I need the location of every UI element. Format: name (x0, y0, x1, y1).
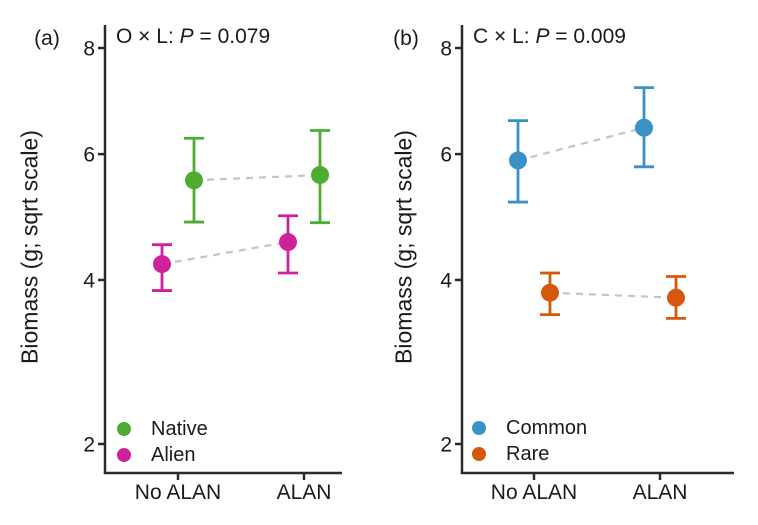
trend-line-rare (549, 291, 677, 299)
panel-b-legend: Common Rare (472, 415, 587, 467)
trend-line-alien (161, 240, 289, 266)
point-alien-no-alan (153, 255, 171, 274)
point-native-no-alan (185, 171, 203, 190)
panel-b-marks: 8 6 4 2 No ALAN ALAN (440, 25, 734, 504)
legend-label-rare: Rare (506, 443, 550, 465)
panel-a-annotation-pvalue-symbol: P (179, 25, 194, 48)
panel-a-y-axis-title: Biomass (g; sqrt scale) (16, 130, 43, 364)
panel-a-tag: (a) (34, 27, 60, 50)
y-axis-tick-label: 4 (440, 269, 452, 292)
panel-b-annotation: C × L: P = 0.009 (473, 25, 626, 49)
x-axis-tick-label-no-alan: No ALAN (135, 481, 221, 504)
panel-b-y-axis-title: Biomass (g; sqrt scale) (390, 130, 417, 364)
x-axis-tick-label-alan: ALAN (633, 481, 688, 504)
panel-a-legend: Native Alien (117, 416, 208, 468)
legend-label-native: Native (151, 418, 208, 440)
panel-a-marks: 8 6 4 2 No ALAN ALAN (83, 25, 342, 504)
y-axis-tick-label: 8 (440, 38, 452, 61)
panel-b-annotation-pvalue-symbol: P (535, 25, 550, 48)
legend-dot-native (117, 422, 131, 436)
trend-line-common (517, 126, 645, 162)
y-axis-tick-label: 6 (83, 144, 95, 167)
point-alien-alan (279, 233, 297, 252)
panel-b-annotation-pvalue: = 0.009 (549, 25, 626, 48)
y-axis-tick-label: 8 (83, 38, 95, 61)
x-axis-tick-label-alan: ALAN (277, 481, 332, 504)
legend-label-alien: Alien (151, 444, 196, 466)
y-axis-tick-label: 4 (83, 269, 95, 292)
point-common-alan (635, 118, 653, 137)
legend-item-rare: Rare (472, 441, 587, 467)
panel-a-annotation: O × L: P = 0.079 (116, 25, 270, 49)
legend-dot-alien (117, 448, 131, 462)
panel-b-tag: (b) (393, 27, 419, 50)
panel-b-annotation-terms: C × L: (473, 25, 536, 48)
legend-dot-rare (472, 447, 486, 461)
point-rare-alan (667, 288, 685, 307)
legend-item-native: Native (117, 416, 208, 442)
legend-item-common: Common (472, 415, 587, 441)
legend-dot-common (472, 421, 486, 435)
panel-a-annotation-terms: O × L: (116, 25, 180, 48)
x-axis-tick-label-no-alan: No ALAN (491, 481, 577, 504)
y-axis-tick-label: 2 (440, 433, 452, 456)
legend-item-alien: Alien (117, 442, 208, 468)
panel-a-annotation-pvalue: = 0.079 (193, 25, 271, 48)
y-axis-tick-label: 2 (83, 433, 95, 456)
point-rare-no-alan (541, 283, 559, 302)
point-common-no-alan (509, 151, 527, 170)
trend-line-native (193, 173, 321, 182)
legend-label-common: Common (506, 417, 588, 439)
y-axis-tick-label: 6 (440, 144, 452, 167)
point-native-alan (311, 165, 329, 184)
